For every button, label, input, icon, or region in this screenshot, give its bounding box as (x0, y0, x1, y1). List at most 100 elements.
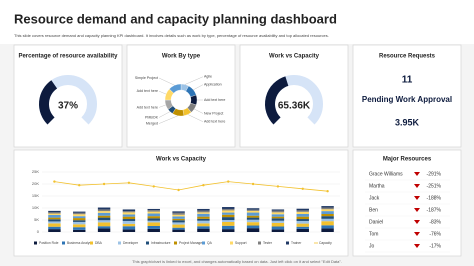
line-marker (102, 182, 106, 186)
resource-change: -188% (427, 195, 442, 201)
bar-segment (296, 208, 309, 211)
bar-segment (321, 216, 334, 219)
panel (126, 44, 236, 148)
bar-segment (321, 209, 334, 212)
requests-label: Pending Work Approval (362, 95, 452, 104)
resource-name: Jack (369, 195, 380, 201)
pie-label: Agile (204, 75, 212, 79)
bar-segment (48, 219, 61, 222)
legend-label: DBA (95, 241, 103, 245)
bar-segment (197, 218, 210, 221)
bar-segment (172, 227, 185, 230)
bar-segment (197, 212, 210, 214)
bar-segment (97, 209, 111, 212)
bar-segment (271, 212, 285, 215)
down-icon (414, 208, 420, 212)
leader-line (158, 115, 179, 124)
gauge-label: 37% (58, 101, 78, 112)
bar-segment (48, 226, 61, 230)
legend-label: Infrastructure (151, 241, 171, 245)
bar-segment (197, 216, 210, 219)
bar-segment (147, 216, 160, 219)
down-icon (414, 172, 420, 176)
panel (13, 44, 123, 148)
bar-segment (321, 228, 334, 232)
title: Resource demand and capacity planning da… (14, 11, 337, 26)
bar-segment (271, 229, 285, 232)
bar-segment (97, 220, 111, 223)
bar-segment (321, 207, 334, 210)
legend-swatch (202, 241, 205, 245)
bar-segment (48, 221, 61, 224)
bar-segment (222, 229, 235, 232)
pie-label: New Project (204, 111, 223, 115)
bar-segment (147, 222, 160, 226)
bar-segment (222, 208, 235, 211)
footer: This graph/chart is linked to excel, and… (132, 259, 342, 264)
line-marker (276, 185, 280, 188)
bar-segment (122, 226, 136, 230)
bar-segment (296, 214, 309, 217)
legend-swatch (34, 241, 37, 245)
leader-line (187, 114, 204, 122)
bar-segment (296, 226, 309, 229)
bar-segment (73, 220, 86, 222)
bar-segment (197, 208, 210, 211)
line-marker (78, 184, 81, 187)
bar-segment (222, 210, 235, 213)
bar-segment (197, 210, 210, 213)
bar-segment (73, 224, 86, 228)
bar-segment (122, 211, 136, 213)
legend-swatch (62, 241, 65, 245)
pie-label: Add text here (204, 120, 225, 124)
resource-name: Daniel (369, 219, 383, 225)
bar-segment (97, 207, 111, 210)
bar-segment (172, 211, 185, 213)
legend-swatch (174, 241, 177, 245)
leader-line (158, 104, 166, 108)
bar-segment (122, 220, 136, 224)
bar-segment (97, 226, 111, 229)
leader-line (184, 76, 204, 85)
bar-segment (197, 228, 210, 232)
panel-title: Percentage of resource availability (18, 54, 118, 60)
bar-segment (296, 220, 309, 224)
bar-segment (147, 213, 160, 217)
bar-segment (172, 218, 185, 221)
bar-segment (222, 220, 235, 222)
bar-segment (147, 210, 160, 212)
legend-swatch (90, 241, 93, 245)
requests-value: 3.95K (395, 117, 420, 127)
bar-segment (122, 216, 136, 220)
leader-line (158, 77, 175, 86)
bar-segment (321, 211, 334, 214)
bar-segment (73, 218, 86, 221)
bar-segment (172, 229, 185, 232)
resource-name: Tom (369, 231, 378, 237)
panel-title: Work By type (162, 54, 201, 60)
bar-segment (48, 210, 61, 213)
bar-segment (147, 220, 160, 223)
bar-segment (222, 217, 235, 220)
pie-label: Add text here (204, 98, 225, 102)
y-tick-label: 25K (32, 169, 39, 174)
pie-label: Add text here (137, 89, 158, 93)
legend-label: Capacity (319, 241, 332, 245)
bar-segment (122, 212, 136, 215)
bar-segment (296, 211, 309, 214)
bar-segment (97, 228, 111, 232)
line-marker (53, 180, 56, 183)
resource-name: Martha (369, 183, 385, 189)
bar-segment (296, 219, 309, 221)
resource-change: -187% (427, 207, 442, 213)
pie-label: Simple Project (135, 76, 158, 80)
line (54, 181, 328, 192)
bar-segment (73, 216, 86, 219)
bar-segment (122, 219, 136, 221)
bar-segment (271, 214, 285, 217)
bar-segment (147, 226, 160, 229)
bar-segment (172, 212, 185, 215)
bar-segment (246, 208, 260, 210)
panel-title: Work vs Capacity (269, 54, 320, 60)
bar-segment (246, 219, 260, 223)
